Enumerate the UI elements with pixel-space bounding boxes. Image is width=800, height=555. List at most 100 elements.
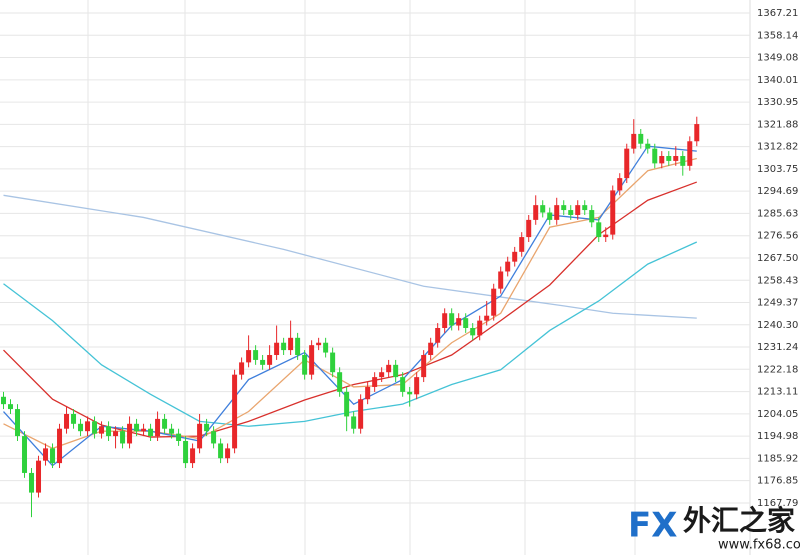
y-tick-label: 1204.05	[757, 409, 798, 420]
watermark: FX 外汇之家 www.fx68.com	[628, 504, 800, 553]
candle-body	[372, 377, 378, 387]
candle-body	[43, 448, 49, 461]
candle-body	[302, 355, 308, 375]
candle-body	[218, 443, 224, 459]
vertical-grid	[87, 0, 636, 555]
candle-body	[498, 271, 504, 289]
candle-body	[246, 350, 252, 363]
candle-body	[631, 133, 637, 149]
candle-body	[505, 261, 511, 272]
candle-body	[274, 342, 280, 356]
y-tick-label: 1312.82	[757, 142, 798, 153]
candle-body	[652, 148, 658, 164]
candle-body	[281, 342, 287, 351]
candle-body	[484, 315, 490, 321]
candle-body	[645, 143, 651, 149]
candle-body	[561, 205, 567, 211]
candle-body	[316, 342, 322, 346]
candle-body	[225, 448, 231, 459]
candle-body	[442, 313, 448, 328]
y-tick-label: 1285.63	[757, 208, 798, 219]
candle-body	[463, 318, 469, 328]
candle-body	[554, 205, 560, 220]
candle-body	[190, 448, 196, 464]
watermark-logo: FX	[628, 506, 677, 546]
candle-body	[603, 234, 609, 238]
y-tick-label: 1213.11	[757, 387, 798, 398]
candle-body	[15, 409, 21, 437]
y-tick-label: 1185.92	[757, 453, 798, 464]
candle-body	[568, 210, 574, 215]
y-tick-label: 1249.37	[757, 298, 798, 309]
candle-body	[260, 359, 266, 365]
candle-body	[127, 423, 133, 444]
moving-average-line	[3, 145, 697, 467]
candle-body	[239, 362, 245, 375]
candle-body	[169, 428, 175, 434]
candle-body	[582, 205, 588, 211]
candle-body	[113, 431, 119, 437]
candle-body	[596, 222, 602, 238]
y-tick-label: 1240.30	[757, 320, 798, 331]
candle-body	[120, 431, 126, 444]
candle-body	[134, 423, 140, 432]
candle-body	[589, 210, 595, 223]
candle-body	[470, 327, 476, 336]
y-tick-label: 1276.56	[757, 231, 798, 242]
candle-body	[673, 156, 679, 161]
candle-body	[22, 436, 28, 473]
y-tick-label: 1294.69	[757, 186, 798, 197]
candle-body	[610, 190, 616, 235]
candle-body	[344, 391, 350, 417]
moving-average-line	[3, 157, 697, 450]
y-tick-label: 1176.85	[757, 476, 798, 487]
candle-body	[477, 320, 483, 336]
y-tick-label: 1321.88	[757, 119, 798, 130]
y-tick-label: 1258.43	[757, 275, 798, 286]
candle-body	[155, 418, 161, 437]
moving-average-line	[3, 194, 697, 319]
candle-body	[141, 428, 147, 432]
candle-body	[8, 404, 14, 410]
candle-body	[421, 355, 427, 378]
candle-body	[379, 372, 385, 378]
candle-body	[540, 205, 546, 213]
candle-body	[617, 178, 623, 191]
moving-average-line	[3, 241, 698, 427]
candle-body	[365, 386, 371, 400]
candle-body	[547, 212, 553, 220]
candle-body	[78, 423, 84, 432]
candle-body	[99, 426, 105, 434]
y-tick-label: 1303.75	[757, 164, 798, 175]
candle-body	[491, 288, 497, 316]
candle-body	[624, 148, 630, 179]
y-tick-label: 1167.79	[757, 498, 798, 509]
candle-body	[1, 396, 7, 405]
candle-body	[71, 413, 77, 424]
candle-body	[197, 423, 203, 449]
candle-body	[456, 318, 462, 326]
candle-body	[50, 448, 56, 464]
candle-body	[148, 428, 154, 437]
candle-body	[575, 205, 581, 215]
candle-body	[92, 421, 98, 434]
candle-body	[400, 377, 406, 392]
candle-body	[211, 431, 217, 444]
candle-body	[204, 423, 210, 432]
y-tick-label: 1194.98	[757, 431, 798, 442]
candle-body	[295, 337, 301, 356]
candle-body	[176, 433, 182, 442]
candle-body	[358, 399, 364, 429]
candle-body	[512, 251, 518, 262]
candle-body	[386, 364, 392, 373]
candle-body	[309, 345, 315, 375]
candle-body	[666, 156, 672, 161]
candle-body	[29, 472, 35, 493]
candle-body	[351, 416, 357, 429]
y-tick-label: 1231.24	[757, 342, 798, 353]
candle-body	[533, 205, 539, 220]
candle-body	[253, 350, 259, 360]
candle-body	[638, 133, 644, 144]
watermark-name: 外汇之家	[683, 504, 795, 537]
